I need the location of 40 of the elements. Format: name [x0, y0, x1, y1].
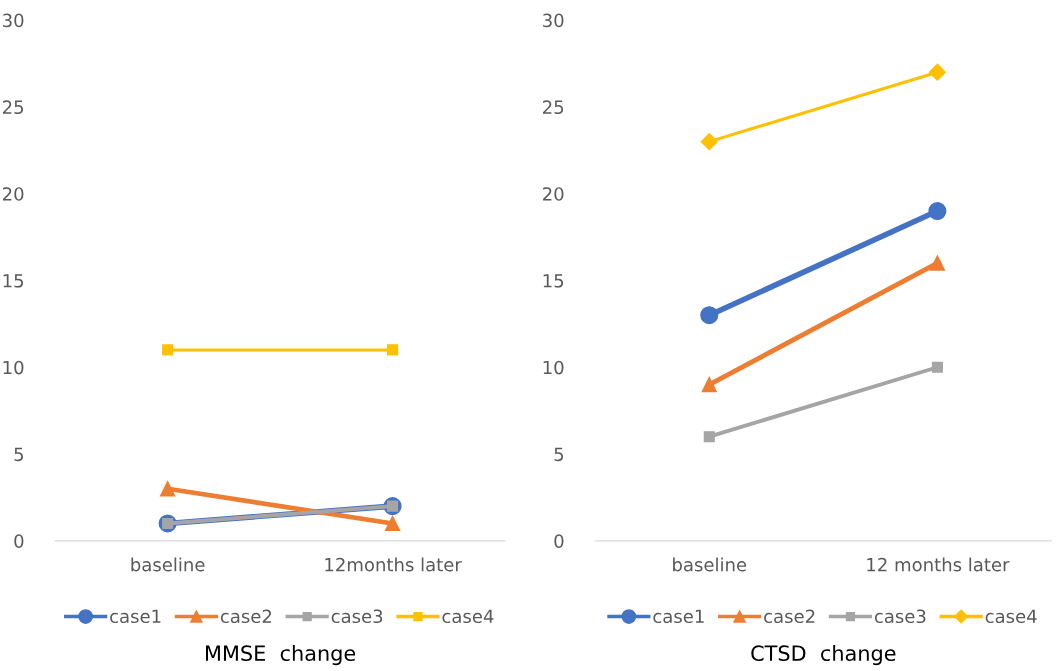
legend-label: case4 [985, 609, 1037, 624]
legend-label: case3 [874, 609, 926, 624]
point [162, 344, 174, 356]
y-tick-label: 5 [554, 447, 564, 462]
legend-label: case3 [331, 609, 383, 624]
x-tick-label: 12 months later [867, 557, 1010, 572]
point [928, 202, 947, 221]
y-tick-label: 30 [3, 13, 24, 28]
point [700, 133, 718, 151]
text: CTSD change [751, 644, 896, 666]
y-tick-label: 10 [3, 360, 24, 375]
y-tick-label: 15 [543, 274, 564, 288]
legend-label: case1 [653, 609, 704, 624]
point [387, 344, 399, 356]
text: MMSE change [206, 644, 356, 666]
legend-label: case2 [220, 609, 272, 624]
y-tick-label: 20 [2, 187, 24, 201]
y-tick-label: 25 [2, 100, 24, 115]
point [700, 306, 719, 325]
y-tick-label: 10 [543, 360, 564, 375]
y-tick-label: 20 [543, 187, 564, 201]
x-tick-label: baseline [131, 557, 205, 572]
point [384, 515, 401, 532]
point [159, 481, 176, 497]
y-tick-label: 5 [14, 447, 24, 462]
legend-label: case2 [764, 609, 815, 624]
x-tick-label: 12months later [325, 557, 462, 572]
point [703, 431, 715, 443]
y-tick-label: 30 [543, 13, 564, 28]
y-tick-label: 0 [14, 534, 24, 548]
point [931, 361, 943, 373]
legend-label: case4 [442, 609, 494, 624]
point [929, 255, 946, 271]
point [928, 63, 946, 81]
y-tick-label: 15 [3, 274, 24, 288]
y-tick-label: 0 [554, 534, 564, 548]
x-tick-label: baseline [673, 557, 747, 572]
y-tick-label: 25 [543, 100, 564, 115]
legend-label: case1 [110, 609, 161, 624]
point [701, 376, 717, 393]
